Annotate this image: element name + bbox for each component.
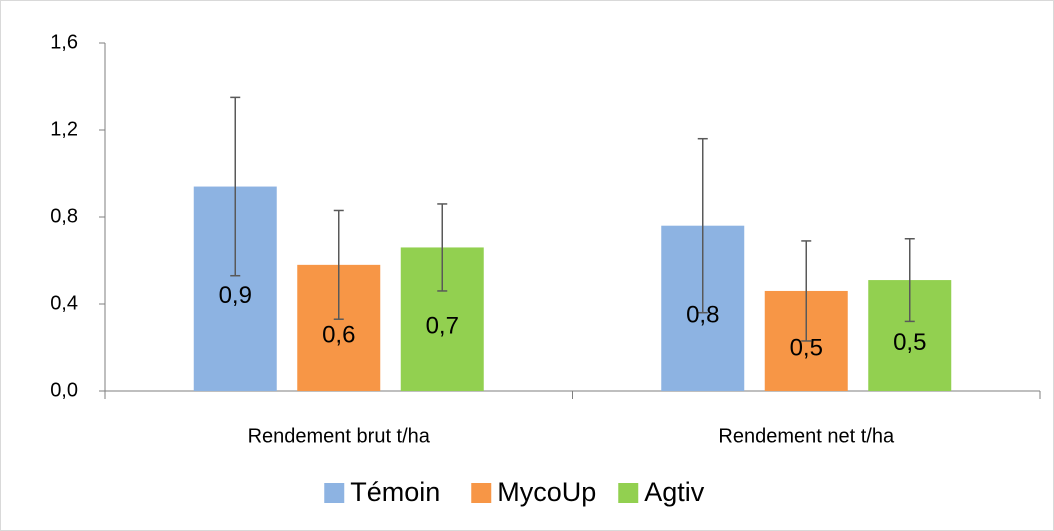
legend-swatch — [618, 483, 639, 503]
data-label: 0,5 — [893, 329, 926, 356]
x-tick-label: Rendement net t/ha — [718, 425, 895, 447]
legend-label: Témoin — [350, 477, 440, 507]
data-label: 0,7 — [426, 313, 459, 340]
legend-label: MycoUp — [497, 477, 596, 507]
y-tick-label: 0,0 — [50, 379, 78, 401]
data-label: 0,6 — [322, 321, 355, 348]
y-tick-label: 0,4 — [50, 292, 78, 314]
legend-swatch — [324, 483, 345, 503]
legend-swatch — [471, 483, 492, 503]
data-label: 0,5 — [790, 334, 823, 361]
y-tick-label: 0,8 — [50, 205, 78, 227]
legend-label: Agtiv — [644, 477, 705, 507]
y-tick-label: 1,6 — [50, 31, 78, 53]
data-label: 0,8 — [686, 302, 719, 329]
data-label: 0,9 — [219, 282, 252, 309]
x-tick-label: Rendement brut t/ha — [248, 425, 431, 447]
y-tick-label: 1,2 — [50, 118, 78, 140]
